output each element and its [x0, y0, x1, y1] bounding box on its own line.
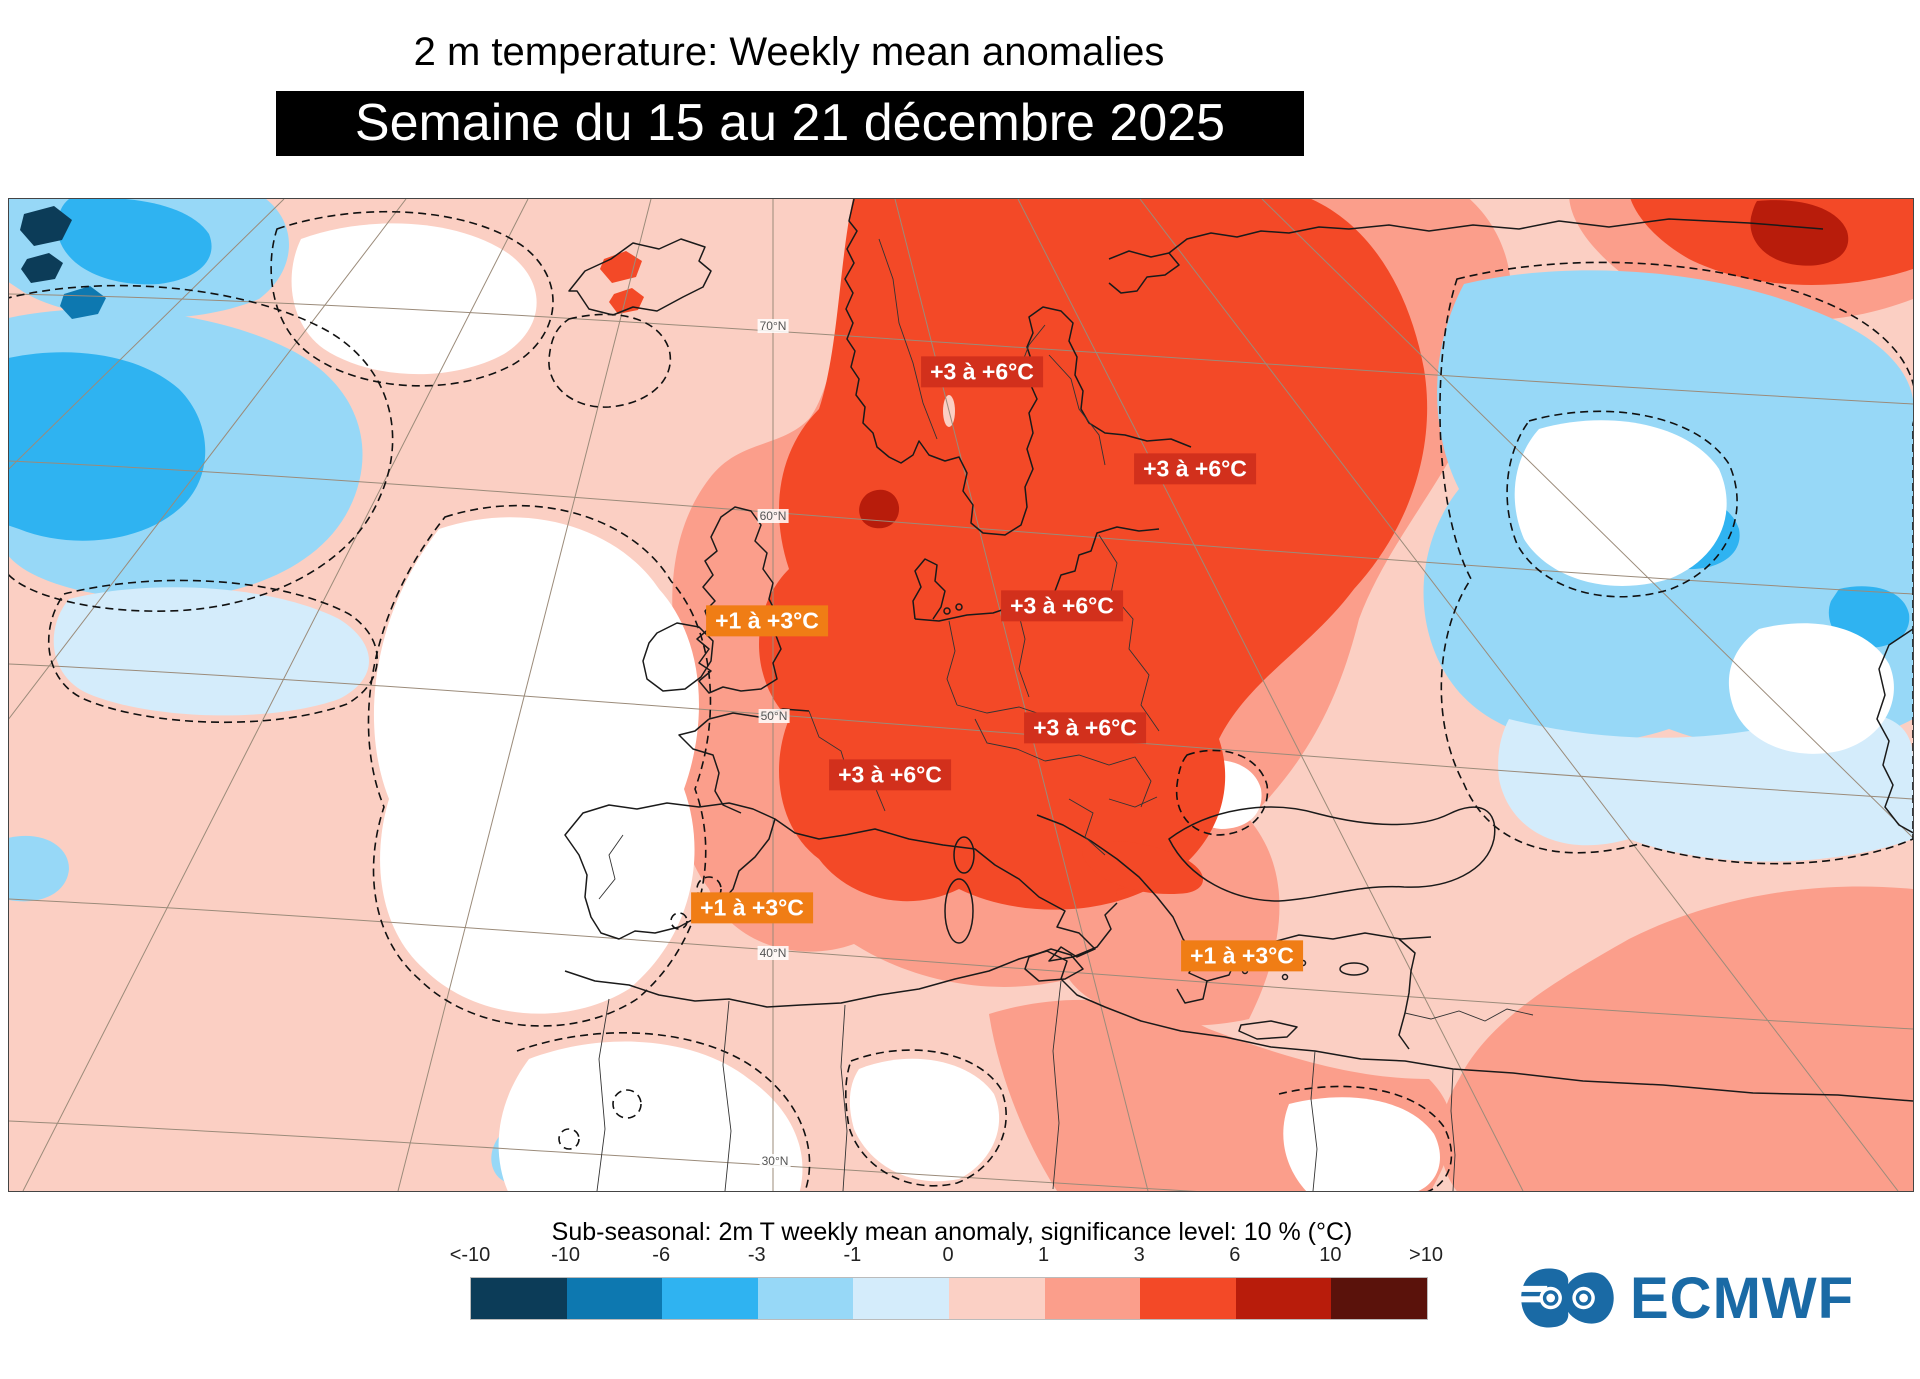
- colorbar-segment: [1140, 1278, 1236, 1319]
- graticule-label: 30°N: [759, 1154, 791, 1168]
- legend-caption: Sub-seasonal: 2m T weekly mean anomaly, …: [551, 1218, 1353, 1246]
- colorbar-segment: [1235, 1278, 1332, 1319]
- colorbar: [470, 1277, 1428, 1320]
- anomaly-badge: +3 à +6°C: [1134, 453, 1256, 485]
- colorbar-tick: 1: [1038, 1244, 1050, 1266]
- colorbar-segment: [662, 1278, 758, 1319]
- colorbar-tick: 6: [1229, 1244, 1241, 1266]
- colorbar-ticks: <-10 -10 -6 -3 -1 0 1 3 6 10 >10: [0, 1244, 1920, 1268]
- ecmwf-logo-text: ECMWF: [1630, 1265, 1855, 1331]
- colorbar-tick: 3: [1133, 1244, 1145, 1266]
- colorbar-tick: -1: [843, 1244, 862, 1266]
- colorbar-tick: 0: [942, 1244, 954, 1266]
- anomaly-badge: +3 à +6°C: [921, 356, 1043, 388]
- anomaly-badge: +1 à +3°C: [706, 605, 828, 637]
- colorbar-tick: >10: [1409, 1244, 1443, 1266]
- colorbar-segment: [566, 1278, 663, 1319]
- anomaly-badge: +3 à +6°C: [1024, 712, 1146, 744]
- colorbar-tick: -6: [652, 1244, 671, 1266]
- colorbar-tick: <-10: [449, 1244, 491, 1266]
- colorbar-segment: [1044, 1278, 1141, 1319]
- map-overlay: +3 à +6°C +3 à +6°C +3 à +6°C +3 à +6°C +3 à…: [9, 199, 1913, 1191]
- coastlines: [564, 199, 1913, 1102]
- ecmwf-logo-icon: [1516, 1268, 1614, 1328]
- anomaly-badge: +3 à +6°C: [829, 759, 951, 791]
- graticule-label: 60°N: [757, 509, 789, 523]
- colorbar-segment: [853, 1278, 949, 1319]
- colorbar-segment: [1331, 1278, 1427, 1319]
- anomaly-map: +3 à +6°C +3 à +6°C +3 à +6°C +3 à +6°C +3 à…: [8, 198, 1914, 1192]
- colorbar-segment: [948, 1278, 1045, 1319]
- week-banner: Semaine du 15 au 21 décembre 2025: [276, 91, 1304, 156]
- significance-contours: [9, 210, 1913, 1191]
- graticule-label: 40°N: [757, 946, 789, 960]
- colorbar-segment: [471, 1278, 567, 1319]
- colorbar-tick: 10: [1319, 1244, 1342, 1266]
- colorbar-tick: -3: [747, 1244, 766, 1266]
- ecmwf-logo: ECMWF: [1516, 1258, 1896, 1338]
- page-title: 2 m temperature: Weekly mean anomalies: [413, 30, 1165, 74]
- graticule: [9, 199, 1913, 1191]
- colorbar-segment: [757, 1278, 854, 1319]
- colorbar-tick: -10: [551, 1244, 581, 1266]
- graticule-label: 50°N: [758, 709, 790, 723]
- anomaly-badge: +1 à +3°C: [1181, 940, 1303, 972]
- anomaly-badge: +3 à +6°C: [1001, 590, 1123, 622]
- anomaly-badge: +1 à +3°C: [691, 892, 813, 924]
- graticule-label: 70°N: [757, 319, 789, 333]
